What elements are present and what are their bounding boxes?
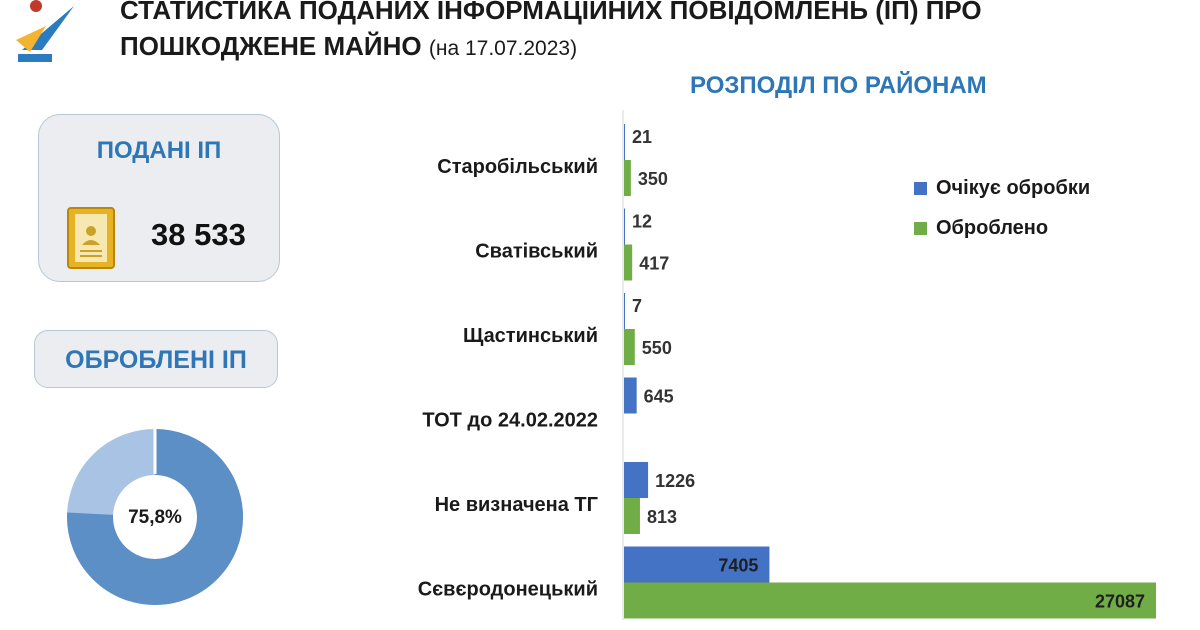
processed-donut-chart: 75,8% <box>67 426 243 605</box>
data-label: 350 <box>638 169 668 189</box>
date-note: (на 17.07.2023) <box>428 37 578 60</box>
bar-pending <box>624 462 649 498</box>
bar-pending <box>624 208 625 245</box>
legend-swatch-pending <box>914 181 927 195</box>
chart-title: РОЗПОДІЛ ПО РАЙОНАМ <box>690 72 987 99</box>
category-label: Сватівський <box>475 241 598 263</box>
page-title-line2: ПОШКОДЖЕНЕ МАЙНО (на 17.07.2023) <box>120 28 1180 67</box>
processed-card: ОБРОБЛЕНІ ІП <box>34 330 278 388</box>
bar-processed <box>624 160 631 196</box>
page-title-line1: СТАТИСТИКА ПОДАНИХ ІНФОРМАЦІЙНИХ ПОВІДОМ… <box>120 0 982 25</box>
category-label: Щастинський <box>463 325 598 347</box>
data-label: 27087 <box>1095 592 1145 612</box>
page-title: СТАТИСТИКА ПОДАНИХ ІНФОРМАЦІЙНИХ ПОВІДОМ… <box>120 0 1180 67</box>
submitted-card: ПОДАНІ ІП 38 533 <box>38 114 280 282</box>
bar-pending <box>624 124 625 160</box>
chart-legend: Очікує обробки Оброблено <box>914 168 1090 248</box>
legend-label-pending: Очікує обробки <box>936 176 1091 199</box>
category-label: ТОТ до 24.02.2022 <box>422 410 598 432</box>
bar-pending <box>624 293 625 329</box>
bar-pending <box>624 377 637 414</box>
category-label: Сєвєродонецький <box>418 579 598 601</box>
legend-item-processed: Оброблено <box>914 208 1090 248</box>
bar-processed <box>624 329 635 365</box>
data-label: 813 <box>647 507 677 527</box>
data-label: 1226 <box>655 471 695 491</box>
page-title-line2-main: ПОШКОДЖЕНЕ МАЙНО <box>120 31 422 61</box>
legend-item-pending: Очікує обробки <box>914 168 1090 208</box>
document-icon <box>67 207 115 269</box>
legend-swatch-processed <box>914 221 927 235</box>
bar-pending <box>624 546 770 583</box>
processed-label: ОБРОБЛЕНІ ІП <box>65 346 247 374</box>
data-label: 645 <box>644 387 674 407</box>
data-label: 550 <box>642 338 672 358</box>
category-label: Не визначена ТГ <box>435 494 598 516</box>
logo-icon <box>16 0 74 62</box>
data-label: 7405 <box>718 556 758 576</box>
data-label: 417 <box>639 254 669 274</box>
legend-label-processed: Оброблено <box>936 216 1049 239</box>
submitted-value: 38 533 <box>151 217 246 252</box>
bar-processed <box>624 498 640 534</box>
submitted-label: ПОДАНІ ІП <box>96 137 222 164</box>
donut-percent-label: 75,8% <box>128 507 182 528</box>
district-bar-chart: Старобільський 21 350 Сватівський 12 417 Щасти… <box>418 110 1156 620</box>
category-label: Старобільський <box>437 156 598 178</box>
data-label: 21 <box>632 127 652 147</box>
data-label: 12 <box>632 212 652 232</box>
data-label: 7 <box>632 296 642 316</box>
bar-processed <box>624 244 633 281</box>
bar-processed <box>624 582 1156 619</box>
